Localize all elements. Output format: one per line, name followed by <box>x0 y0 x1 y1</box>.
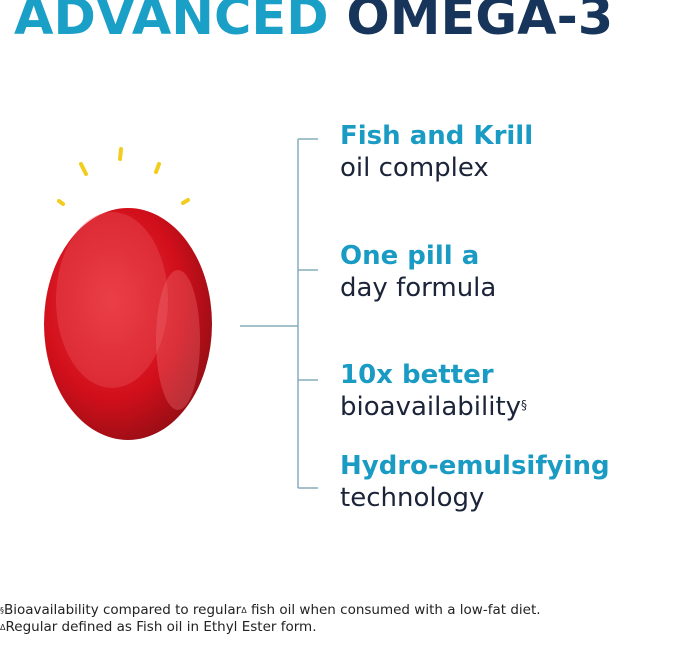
feature-item: One pill a day formula <box>340 240 496 304</box>
footnote-text: Regular defined as Fish oil in Ethyl Est… <box>5 619 317 635</box>
title-omega3: OMEGA-3 <box>346 0 614 47</box>
footnote-mark: Δ <box>0 623 6 632</box>
feature-heading: Fish and Krill <box>340 121 534 151</box>
feature-item: 10x better bioavailability§ <box>340 359 527 423</box>
feature-heading: Hydro-emulsifying <box>340 451 610 481</box>
feature-item: Fish and Krill oil complex <box>340 120 533 184</box>
feature-text: oil complex <box>340 153 489 183</box>
shine-sparks-icon <box>57 147 190 206</box>
footnote-mark: Δ <box>241 606 247 615</box>
title-advanced: ADVANCED <box>14 0 329 47</box>
footnotes: §Bioavailability compared to regularΔ fi… <box>0 602 541 636</box>
feature-text: bioavailability <box>340 392 522 422</box>
red-softgel-capsule-icon <box>44 208 212 440</box>
feature-heading: 10x better <box>340 360 494 390</box>
feature-heading: One pill a <box>340 241 480 271</box>
footnote: ΔRegular defined as Fish oil in Ethyl Es… <box>0 619 541 636</box>
footnote-mark: § <box>0 606 4 615</box>
feature-item: Hydro-emulsifying technology <box>340 450 610 514</box>
feature-bracket <box>240 138 318 489</box>
footnote-text: Bioavailability compared to regular <box>4 602 242 618</box>
footnote: §Bioavailability compared to regularΔ fi… <box>0 602 541 619</box>
feature-text: day formula <box>340 273 497 303</box>
page-title: ADVANCED OMEGA-3 <box>14 0 613 48</box>
feature-text: technology <box>340 483 485 513</box>
footnote-mark: § <box>521 398 528 412</box>
footnote-text: fish oil when consumed with a low-fat di… <box>246 602 541 618</box>
